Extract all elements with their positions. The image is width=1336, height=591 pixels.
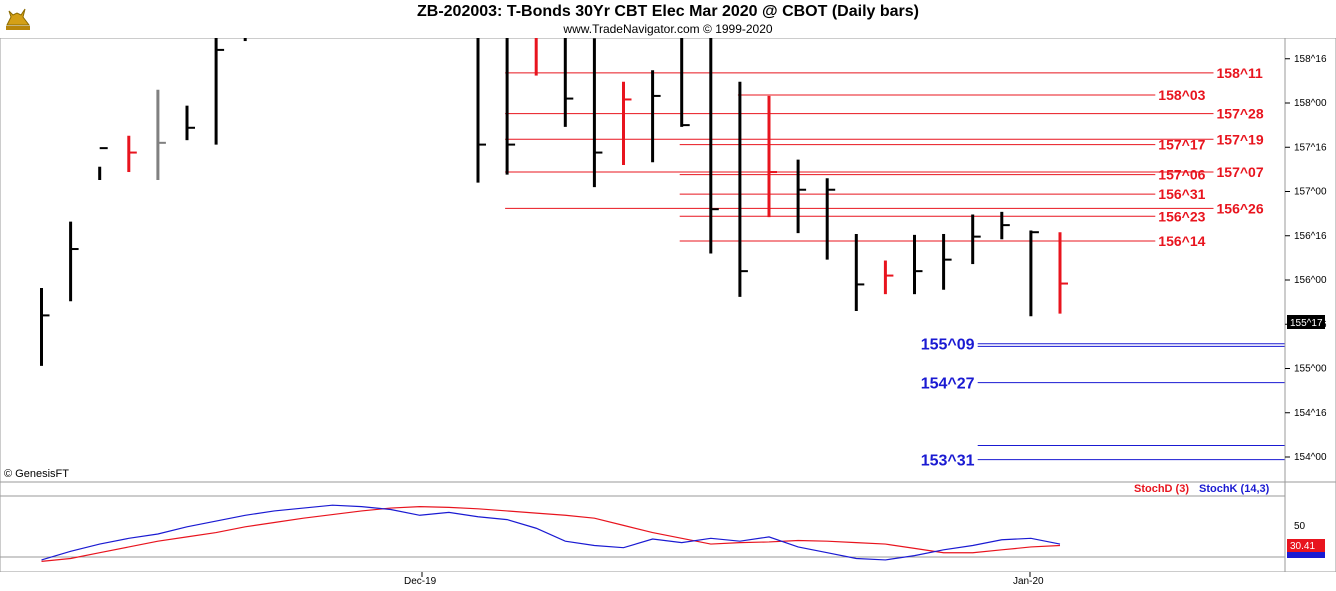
stochd-legend: StochD (3) xyxy=(1134,483,1189,495)
chart-header: ZB-202003: T-Bonds 30Yr CBT Elec Mar 202… xyxy=(0,0,1336,38)
red-level-label: 156^26 xyxy=(1217,200,1264,216)
blue-level-label: 153^31 xyxy=(921,453,975,470)
date-label-dec: Dec-19 xyxy=(404,576,437,587)
price-panel: 158^11 158^03 157^28 157^19 157^17 157^07 157^… xyxy=(0,31,1336,483)
red-level-label: 157^07 xyxy=(1217,164,1264,180)
price-axis[interactable]: 158^16 158^00 157^16 157^00 156^16 156^00 155^… xyxy=(1284,37,1336,483)
stochastic-panel: StochD (3) StochK (14,3) xyxy=(0,481,1286,573)
bars-layer xyxy=(40,31,1068,366)
price-panel-frame xyxy=(0,37,1286,483)
chart-title: ZB-202003: T-Bonds 30Yr CBT Elec Mar 202… xyxy=(417,3,919,20)
copyright-note: © GenesisFT xyxy=(4,468,69,480)
red-level-label: 157^28 xyxy=(1217,106,1264,122)
blue-level-label: 154^27 xyxy=(921,376,975,393)
stochk-legend: StochK (14,3) xyxy=(1199,483,1270,495)
red-level-label: 158^11 xyxy=(1217,65,1264,81)
date-label-jan: Jan-20 xyxy=(1013,576,1044,587)
stochastic-axis-frame xyxy=(1284,481,1336,573)
price-tick-label: 156^00 xyxy=(1294,275,1327,286)
gold-bull-logo-icon xyxy=(6,8,30,30)
stochastic-tick-50: 50 xyxy=(1294,521,1306,532)
red-level-label: 156^23 xyxy=(1158,208,1205,224)
price-tick-label: 157^16 xyxy=(1294,142,1327,153)
red-level-label: 156^14 xyxy=(1158,233,1205,249)
stochastic-last-box xyxy=(1287,539,1325,552)
price-tick-label: 154^00 xyxy=(1294,452,1327,463)
date-axis-frame xyxy=(0,572,1336,591)
price-tick-label: 157^00 xyxy=(1294,187,1327,198)
price-tick-label: 158^16 xyxy=(1294,54,1327,65)
stochastic-series-line xyxy=(41,506,1061,562)
stochastic-last-value: 30.41 xyxy=(1290,541,1315,552)
date-axis[interactable]: Dec-19 Jan-20 xyxy=(0,572,1336,591)
stochastic-axis[interactable]: 50 30.41 xyxy=(1284,481,1336,573)
stochastic-last-box-k xyxy=(1287,549,1325,558)
price-tick-label: 155^00 xyxy=(1294,364,1327,375)
blue-level-label: 155^09 xyxy=(921,337,975,354)
stochastic-lines xyxy=(41,504,1061,562)
last-price-label: 155^17 xyxy=(1290,318,1323,329)
red-level-label: 158^03 xyxy=(1158,87,1205,103)
levels-layer: 158^11 158^03 157^28 157^19 157^17 157^07 157^… xyxy=(505,65,1336,470)
red-level-label: 156^31 xyxy=(1158,186,1205,202)
stochastic-series-line xyxy=(41,504,1061,561)
last-price-box xyxy=(1287,315,1325,329)
red-level-label: 157^06 xyxy=(1158,167,1205,183)
price-tick-label: 156^16 xyxy=(1294,231,1327,242)
price-tick-label: 154^16 xyxy=(1294,408,1327,419)
red-level-label: 157^19 xyxy=(1217,131,1264,147)
red-level-label: 157^17 xyxy=(1158,137,1205,153)
chart-subtitle: www.TradeNavigator.com © 1999-2020 xyxy=(563,22,773,36)
price-tick-label: 158^00 xyxy=(1294,98,1327,109)
